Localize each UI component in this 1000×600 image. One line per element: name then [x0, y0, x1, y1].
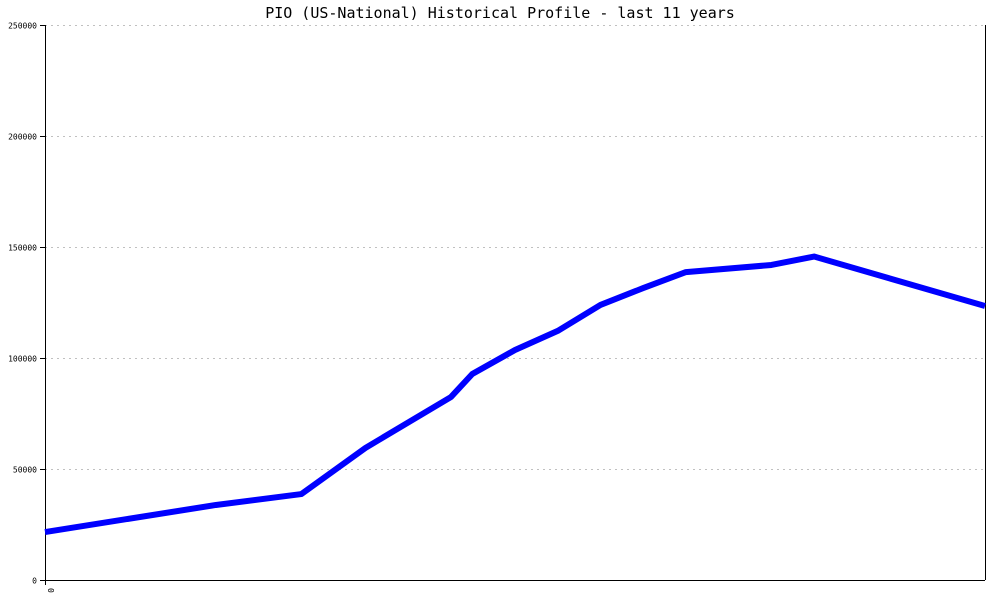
- x-tick-label: 0: [46, 588, 55, 593]
- chart-title: PIO (US-National) Historical Profile - l…: [265, 4, 735, 22]
- y-tick-label: 50000: [13, 466, 37, 475]
- y-tick-label: 250000: [8, 22, 37, 31]
- y-tick-label: 100000: [8, 355, 37, 364]
- y-tick-label: 0: [32, 577, 37, 586]
- y-tick-label: 150000: [8, 244, 37, 253]
- series-line: [44, 253, 986, 536]
- y-tick-label: 200000: [8, 133, 37, 142]
